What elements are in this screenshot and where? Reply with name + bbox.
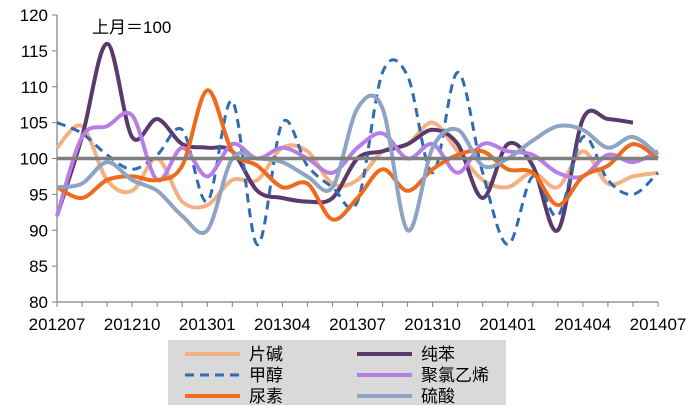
series-line-6 xyxy=(56,93,660,235)
x-tick-label: 201207 xyxy=(29,315,86,334)
legend-label: 聚氯乙烯 xyxy=(421,366,489,385)
legend-label: 纯苯 xyxy=(421,345,455,364)
x-tick-label: 201310 xyxy=(404,315,461,334)
series-line-2 xyxy=(55,41,634,233)
x-tick-label: 201407 xyxy=(630,315,687,334)
y-tick-label: 85 xyxy=(29,257,48,276)
y-tick-label: 110 xyxy=(21,78,48,97)
legend-label: 甲醇 xyxy=(249,366,283,385)
chart-annotation: 上月＝100 xyxy=(92,18,171,37)
x-tick-label: 201301 xyxy=(179,315,236,334)
x-tick-label: 201304 xyxy=(254,315,311,334)
y-tick-label: 105 xyxy=(20,114,48,133)
y-tick-label: 120 xyxy=(20,6,48,25)
x-tick-label: 201307 xyxy=(329,315,386,334)
x-tick-label: 201401 xyxy=(479,315,536,334)
legend-label: 硫酸 xyxy=(421,387,455,405)
x-tick-label: 201210 xyxy=(104,315,161,334)
legend-label: 片碱 xyxy=(249,345,283,364)
y-axis: 80 85 90 95 100 105 110 115 120 xyxy=(20,6,58,312)
y-tick-label: 90 xyxy=(29,221,48,240)
legend-label: 尿素 xyxy=(249,387,283,405)
y-tick-label: 100 xyxy=(20,150,48,169)
y-tick-label: 115 xyxy=(21,42,48,61)
y-tick-label: 95 xyxy=(29,185,48,204)
x-tick-label: 201404 xyxy=(555,315,612,334)
y-tick-label: 80 xyxy=(29,293,48,312)
series-layer xyxy=(55,41,660,247)
x-axis: 201207 201210 201301 201304 201307 201310 2014… xyxy=(29,301,687,334)
series-line-4 xyxy=(55,110,659,217)
series-line-5 xyxy=(56,88,660,222)
